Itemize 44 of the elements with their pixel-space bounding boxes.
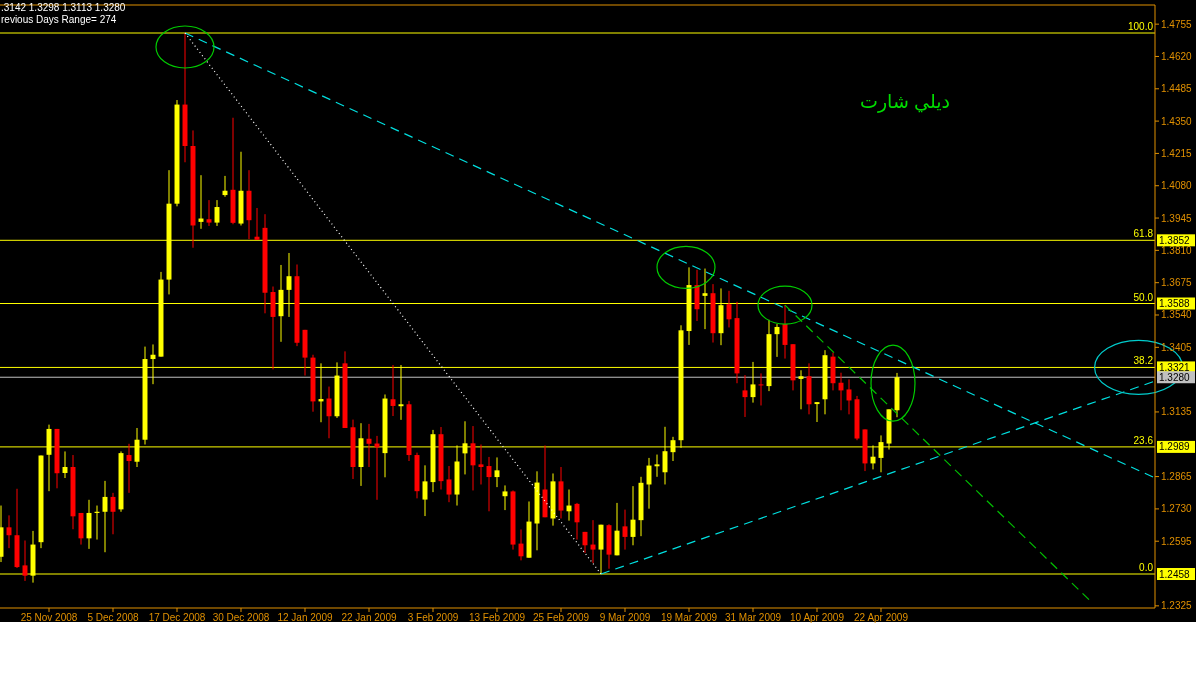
annotation: .3142 1.3298 1.3113 1.3280 [1,2,126,13]
x-tick-label: 9 Mar 2009 [599,612,651,623]
ref-line-label: 1.2989 [1159,441,1191,453]
y-tick-label: 1.2730 [1161,503,1193,515]
x-tick-label: 31 Mar 2009 [724,612,782,623]
x-tick-label: 22 Apr 2009 [854,612,909,623]
y-tick-label: 1.2595 [1161,535,1193,547]
x-tick-label: 22 Jan 2009 [341,612,397,623]
y-tick-label: 1.4755 [1161,18,1193,30]
x-tick-label: 5 Dec 2008 [87,612,140,623]
annotation: 100.0 [1127,21,1154,33]
ref-line-label: 1.2458 [1159,568,1191,580]
annotation: 0.0 [1139,562,1154,574]
annotation: 23.6 [1133,434,1154,446]
ref-line-label: 1.3588 [1159,298,1191,310]
y-tick-label: 1.3675 [1161,277,1193,289]
ref-line-label: 1.3321 [1159,361,1191,373]
annotation: 61.8 [1133,228,1154,240]
y-tick-label: 1.2865 [1161,471,1193,483]
y-tick-label: 1.4485 [1161,83,1193,95]
x-tick-label: 12 Jan 2009 [277,612,333,623]
x-tick-label: 30 Dec 2008 [212,612,270,623]
y-tick-label: 1.4350 [1161,115,1193,127]
y-tick-label: 1.4215 [1161,147,1193,159]
x-tick-label: 13 Feb 2009 [468,612,526,623]
annotation: 50.0 [1133,291,1154,303]
annotation: 38.2 [1133,355,1154,367]
x-tick-label: 25 Feb 2009 [532,612,590,623]
y-tick-label: 1.4620 [1161,50,1193,62]
ref-line-label: 1.3852 [1159,234,1191,246]
x-tick-label: 25 Nov 2008 [20,612,78,623]
x-tick-label: 10 Apr 2009 [790,612,845,623]
ref-line-label: 1.3280 [1159,371,1191,383]
annotation: ديلي شارت [860,91,950,113]
y-tick-label: 1.3135 [1161,406,1193,418]
y-tick-label: 1.4080 [1161,180,1193,192]
y-tick-label: 1.3810 [1161,244,1193,256]
y-tick-label: 1.3540 [1161,309,1193,321]
x-tick-label: 19 Mar 2009 [660,612,718,623]
x-tick-label: 17 Dec 2008 [148,612,206,623]
annotation: revious Days Range= 274 [1,14,117,25]
y-tick-label: 1.2325 [1161,600,1193,612]
x-tick-label: 3 Feb 2009 [407,612,459,623]
y-tick-label: 1.3945 [1161,212,1193,224]
